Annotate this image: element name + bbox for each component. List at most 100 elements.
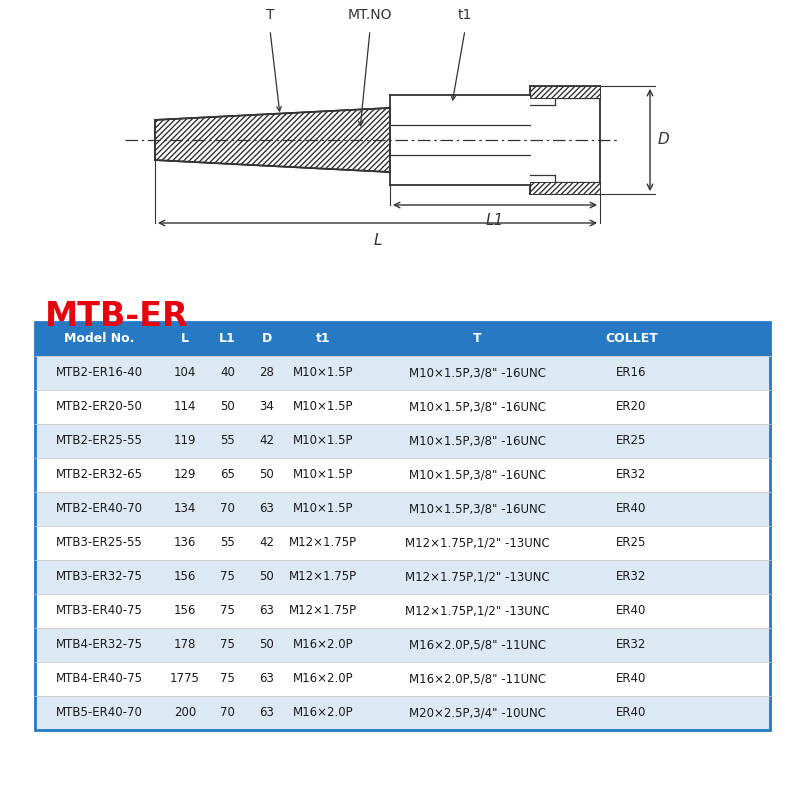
Text: ER16: ER16 [616, 366, 646, 379]
Text: MTB3-ER32-75: MTB3-ER32-75 [56, 570, 142, 583]
Text: 40: 40 [220, 366, 235, 379]
Bar [35, 526, 770, 560]
Text: 42: 42 [259, 434, 274, 447]
Text: M16×2.0P: M16×2.0P [293, 638, 353, 651]
Text: 156: 156 [174, 605, 196, 618]
Text: 1775: 1775 [170, 673, 200, 686]
Text: ER32: ER32 [616, 570, 646, 583]
Text: L1: L1 [486, 213, 504, 228]
Text: M16×2.0P,5/8" -11UNC: M16×2.0P,5/8" -11UNC [409, 638, 546, 651]
Text: MTB3-ER25-55: MTB3-ER25-55 [56, 537, 142, 550]
Bar [35, 424, 770, 458]
Text: T: T [473, 333, 482, 346]
Text: L: L [181, 333, 189, 346]
Text: M10×1.5P,3/8" -16UNC: M10×1.5P,3/8" -16UNC [409, 434, 546, 447]
Text: MTB4-ER32-75: MTB4-ER32-75 [56, 638, 143, 651]
Text: M10×1.5P: M10×1.5P [293, 366, 353, 379]
Text: MTB5-ER40-70: MTB5-ER40-70 [56, 706, 142, 719]
Text: M10×1.5P,3/8" -16UNC: M10×1.5P,3/8" -16UNC [409, 401, 546, 414]
Text: 129: 129 [174, 469, 196, 482]
Text: M10×1.5P: M10×1.5P [293, 469, 353, 482]
Text: M16×2.0P,5/8" -11UNC: M16×2.0P,5/8" -11UNC [409, 673, 546, 686]
Text: MTB2-ER20-50: MTB2-ER20-50 [56, 401, 142, 414]
Text: M12×1.75P: M12×1.75P [289, 570, 357, 583]
Text: M12×1.75P,1/2" -13UNC: M12×1.75P,1/2" -13UNC [405, 570, 550, 583]
Text: 50: 50 [259, 570, 274, 583]
Text: t1: t1 [458, 8, 472, 22]
Text: Model No.: Model No. [64, 333, 134, 346]
Text: 63: 63 [259, 673, 274, 686]
Text: COLLET: COLLET [605, 333, 658, 346]
Text: 104: 104 [174, 366, 196, 379]
Text: 65: 65 [220, 469, 235, 482]
Text: M16×2.0P: M16×2.0P [293, 673, 353, 686]
Text: 63: 63 [259, 605, 274, 618]
Text: 75: 75 [220, 570, 235, 583]
Bar [35, 662, 770, 696]
Text: 178: 178 [174, 638, 196, 651]
Polygon shape [155, 108, 390, 172]
Text: D: D [658, 133, 670, 147]
Text: ER40: ER40 [616, 502, 646, 515]
Text: M12×1.75P: M12×1.75P [289, 605, 357, 618]
Text: M10×1.5P: M10×1.5P [293, 434, 353, 447]
Text: 50: 50 [259, 638, 274, 651]
Text: t1: t1 [315, 333, 330, 346]
Bar [35, 356, 770, 390]
Text: ER40: ER40 [616, 706, 646, 719]
Text: 136: 136 [174, 537, 196, 550]
Text: M16×2.0P: M16×2.0P [293, 706, 353, 719]
Text: L1: L1 [219, 333, 236, 346]
Text: ER32: ER32 [616, 469, 646, 482]
Text: ER40: ER40 [616, 605, 646, 618]
Polygon shape [530, 182, 600, 194]
Text: M10×1.5P,3/8" -16UNC: M10×1.5P,3/8" -16UNC [409, 502, 546, 515]
Text: 75: 75 [220, 605, 235, 618]
Text: ER32: ER32 [616, 638, 646, 651]
Text: L: L [374, 233, 382, 248]
Text: MTB2-ER40-70: MTB2-ER40-70 [56, 502, 143, 515]
Text: 70: 70 [220, 706, 235, 719]
Text: M10×1.5P,3/8" -16UNC: M10×1.5P,3/8" -16UNC [409, 366, 546, 379]
Text: 156: 156 [174, 570, 196, 583]
Bar [35, 390, 770, 424]
Text: MT.NO: MT.NO [348, 8, 392, 22]
Text: 63: 63 [259, 502, 274, 515]
Text: 28: 28 [259, 366, 274, 379]
Text: MTB-ER: MTB-ER [45, 300, 189, 333]
Bar [35, 628, 770, 662]
Text: MTB2-ER32-65: MTB2-ER32-65 [56, 469, 143, 482]
Text: 134: 134 [174, 502, 196, 515]
Text: MTB3-ER40-75: MTB3-ER40-75 [56, 605, 142, 618]
Text: M20×2.5P,3/4" -10UNC: M20×2.5P,3/4" -10UNC [409, 706, 546, 719]
Bar [35, 458, 770, 492]
Text: T: T [266, 8, 274, 22]
Text: 55: 55 [220, 537, 235, 550]
Text: ER40: ER40 [616, 673, 646, 686]
Text: 119: 119 [174, 434, 196, 447]
Text: 50: 50 [220, 401, 235, 414]
Bar [35, 594, 770, 628]
Text: 55: 55 [220, 434, 235, 447]
Text: ER25: ER25 [616, 434, 646, 447]
Text: MTB2-ER16-40: MTB2-ER16-40 [56, 366, 143, 379]
Bar [35, 492, 770, 526]
Polygon shape [530, 86, 600, 98]
Text: 34: 34 [259, 401, 274, 414]
Text: ER20: ER20 [616, 401, 646, 414]
Text: M10×1.5P: M10×1.5P [293, 401, 353, 414]
Bar [35, 322, 770, 730]
Text: M10×1.5P,3/8" -16UNC: M10×1.5P,3/8" -16UNC [409, 469, 546, 482]
Bar [35, 696, 770, 730]
Text: M10×1.5P: M10×1.5P [293, 502, 353, 515]
Text: 75: 75 [220, 673, 235, 686]
Text: 200: 200 [174, 706, 196, 719]
Text: 50: 50 [259, 469, 274, 482]
Text: 63: 63 [259, 706, 274, 719]
Text: 114: 114 [174, 401, 196, 414]
Text: M12×1.75P: M12×1.75P [289, 537, 357, 550]
Text: 75: 75 [220, 638, 235, 651]
Text: 42: 42 [259, 537, 274, 550]
Text: D: D [262, 333, 272, 346]
Text: MTB2-ER25-55: MTB2-ER25-55 [56, 434, 142, 447]
